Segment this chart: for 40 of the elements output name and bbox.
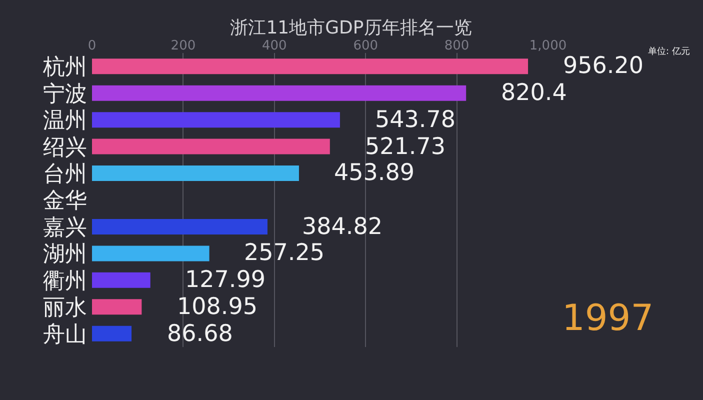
bar [92, 299, 142, 315]
y-tick-label: 台州 [43, 162, 87, 187]
bar [92, 326, 132, 342]
data-label: 453.89 [334, 160, 414, 186]
data-label: 543.78 [375, 107, 456, 133]
x-tick-label: 1,000 [529, 38, 567, 54]
x-tick-label: 200 [170, 38, 196, 54]
x-tick-label: 0 [88, 38, 96, 54]
data-label: 127.99 [185, 267, 266, 293]
bar [92, 58, 528, 74]
data-label: 956.20 [563, 53, 644, 79]
bar [92, 85, 466, 101]
bar [92, 272, 150, 288]
y-tick-label: 绍兴 [43, 135, 87, 160]
y-tick-label: 温州 [43, 108, 87, 134]
y-tick-label: 宁波 [43, 82, 87, 107]
data-label: 257.25 [244, 240, 324, 266]
y-tick-label: 金华 [43, 188, 87, 214]
y-tick-label: 舟山 [43, 322, 87, 348]
data-label: 86.68 [167, 321, 233, 347]
bar [92, 218, 268, 234]
x-tick-label: 800 [444, 38, 470, 54]
x-tick-label: 600 [353, 38, 378, 54]
y-tick-label: 湖州 [43, 242, 87, 268]
data-label: 820.4 [501, 80, 567, 106]
bar [92, 112, 340, 128]
data-label: 384.82 [302, 214, 382, 240]
bar [92, 246, 210, 262]
data-label: 521.73 [365, 134, 446, 160]
x-tick-label: 400 [262, 38, 287, 54]
y-tick-label: 衢州 [43, 268, 87, 294]
y-tick-label: 嘉兴 [43, 215, 87, 240]
y-tick-label: 杭州 [42, 55, 87, 80]
chart-title: 浙江11地市GDP历年排名一览 [230, 17, 472, 38]
bar [92, 166, 299, 182]
y-tick-label: 丽水 [43, 296, 87, 321]
bar [92, 138, 330, 154]
text: 1997 [562, 298, 654, 339]
data-label: 108.95 [177, 294, 258, 320]
text: 单位: 亿元 [648, 46, 690, 57]
